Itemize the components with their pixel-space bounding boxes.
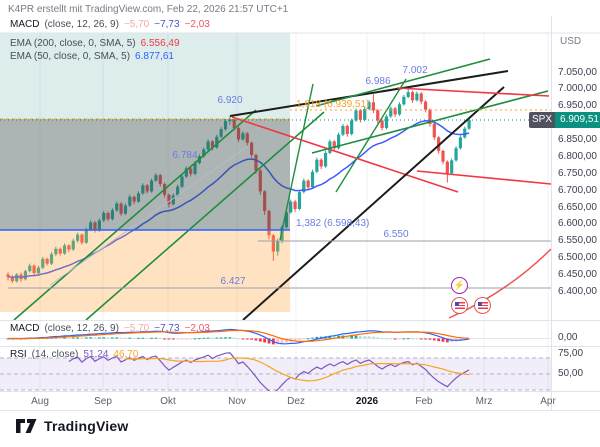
middle-gray-zone[interactable] (0, 119, 290, 230)
ema200-value: 6.556,49 (140, 38, 180, 49)
attribution-text: K4PR erstellt mit TradingView.com, Feb 2… (8, 4, 289, 15)
gridlines (39, 33, 549, 391)
rsi-pane[interactable] (0, 352, 551, 394)
price-annotation[interactable]: 1,618 (6.939,51) (296, 99, 369, 110)
rsi-50-axis-label: 50,00 (558, 368, 584, 379)
lightning-icon[interactable]: ⚡ (451, 277, 468, 294)
rsi-ma-value: 46,70 (113, 349, 139, 360)
right-channel-green-upper[interactable] (315, 58, 491, 107)
rsi-legend-params: (14, close) (31, 349, 79, 360)
tradingview-logo-icon (16, 419, 37, 433)
ema50-legend[interactable]: EMA (50, close, 0, SMA, 5) 6.877,61 (10, 51, 174, 62)
price-annotation[interactable]: 6.920 (217, 95, 242, 106)
time-axis-label: Okt (160, 396, 176, 407)
price-axis-label: 6.550,00 (558, 235, 597, 247)
rsi-legend-title: RSI (10, 349, 27, 360)
black-rising-line[interactable] (242, 86, 505, 320)
time-axis-label: Nov (228, 396, 246, 407)
current-price-value: 6.909,51 (555, 112, 600, 128)
red-channel-upper[interactable] (396, 87, 550, 97)
upper-teal-zone[interactable] (0, 33, 290, 119)
time-axis-label: Feb (415, 396, 433, 407)
ema50-label: EMA (50, close, 0, SMA, 5) (10, 51, 131, 62)
macd-bottom-legend[interactable]: MACD (close, 12, 26, 9) −5,70 −7,73 −2,0… (10, 323, 210, 334)
macd-legend-params: (close, 12, 26, 9) (44, 323, 119, 334)
ema200-legend[interactable]: EMA (200, close, 0, SMA, 5) 6.556,49 (10, 38, 180, 49)
current-price-badge: SPX 6.909,51 (529, 112, 600, 128)
price-axis-label: 6.450,00 (558, 269, 597, 281)
price-axis-label: 6.400,00 (558, 286, 597, 297)
time-axis-label: Sep (94, 396, 112, 407)
brand-wordmark: TradingView (44, 418, 129, 434)
price-axis-label: 6.850,00 (558, 134, 597, 146)
lower-orange-zone[interactable] (0, 230, 290, 312)
price-annotation[interactable]: 1,382 (6.598,43) (296, 218, 369, 229)
red-channel-lower[interactable] (416, 170, 551, 185)
time-axis-label: Apr (540, 396, 556, 407)
time-axis-label: Dez (287, 396, 305, 407)
macd-legend-title: MACD (10, 323, 40, 334)
price-axis-label: 7.000,00 (558, 83, 597, 95)
steep-green-1[interactable] (279, 83, 314, 241)
symbol-label: SPX (529, 112, 556, 128)
black-resistance-line[interactable] (229, 70, 509, 117)
tradingview-logo[interactable]: TradingView (16, 418, 128, 434)
macd-legend-title: MACD (10, 19, 40, 30)
macd-signal-line (8, 329, 470, 343)
macd-zero-axis-label: 0,00 (558, 332, 578, 343)
rsi-ma-line (125, 357, 470, 382)
breakdown-red-line[interactable] (231, 116, 459, 193)
price-axis-label: 7.050,00 (558, 66, 597, 78)
macd-signal-value: −2,03 (184, 323, 210, 334)
left-channel-green-1[interactable] (13, 109, 257, 320)
macd-pane[interactable] (0, 328, 551, 345)
price-axis-label: 6.800,00 (558, 150, 597, 162)
ema50-value: 6.877,61 (135, 51, 174, 62)
currency-label: USD (560, 36, 582, 47)
us-flag-icon[interactable] (451, 297, 468, 314)
price-axis-label: 6.600,00 (558, 218, 597, 230)
price-annotation[interactable]: 6.784 (172, 150, 197, 161)
steep-green-2[interactable] (335, 78, 407, 193)
main-pane[interactable]: 6.920 6.784 6.986 7.002 6.550 6.427 1,618 (6.9… (0, 33, 551, 320)
price-axis-label: 6.950,00 (558, 100, 597, 112)
rsi-legend[interactable]: RSI (14, close) 51,24 46,70 (10, 349, 138, 360)
price-annotation[interactable]: 6.986 (365, 76, 390, 87)
price-axis-label: 6.700,00 (558, 184, 597, 196)
price-axis-label: 6.750,00 (558, 167, 597, 179)
right-channel-green-lower[interactable] (311, 90, 549, 154)
rsi-75-axis-label: 75,00 (558, 348, 584, 359)
rsi-value: 51,24 (83, 349, 109, 360)
time-axis-label: Mrz (475, 396, 493, 407)
macd-hist-value: −5,70 (123, 19, 150, 30)
left-channel-gray[interactable] (49, 145, 249, 286)
price-axis-label: 6.650,00 (558, 201, 597, 213)
macd-legend-params: (close, 12, 26, 9) (44, 19, 119, 30)
price-annotation[interactable]: 7.002 (402, 65, 427, 76)
price-annotation[interactable]: 6.550 (383, 229, 408, 240)
macd-hist-value: −5,70 (123, 323, 150, 334)
us-flag-icon[interactable] (474, 297, 491, 314)
macd-line-value: −7,73 (154, 323, 180, 334)
left-channel-green-2[interactable] (85, 111, 325, 320)
macd-line-value: −7,73 (154, 19, 180, 30)
macd-signal-value: −2,03 (184, 19, 210, 30)
time-axis-label: Aug (31, 396, 49, 407)
ema200-label: EMA (200, close, 0, SMA, 5) (10, 38, 136, 49)
price-axis-label: 6.500,00 (558, 252, 597, 264)
price-annotation[interactable]: 6.427 (220, 276, 245, 287)
pane-separators (0, 16, 600, 411)
macd-top-legend[interactable]: MACD (close, 12, 26, 9) −5,70 −7,73 −2,0… (10, 19, 210, 30)
time-axis-label: 2026 (355, 396, 379, 407)
